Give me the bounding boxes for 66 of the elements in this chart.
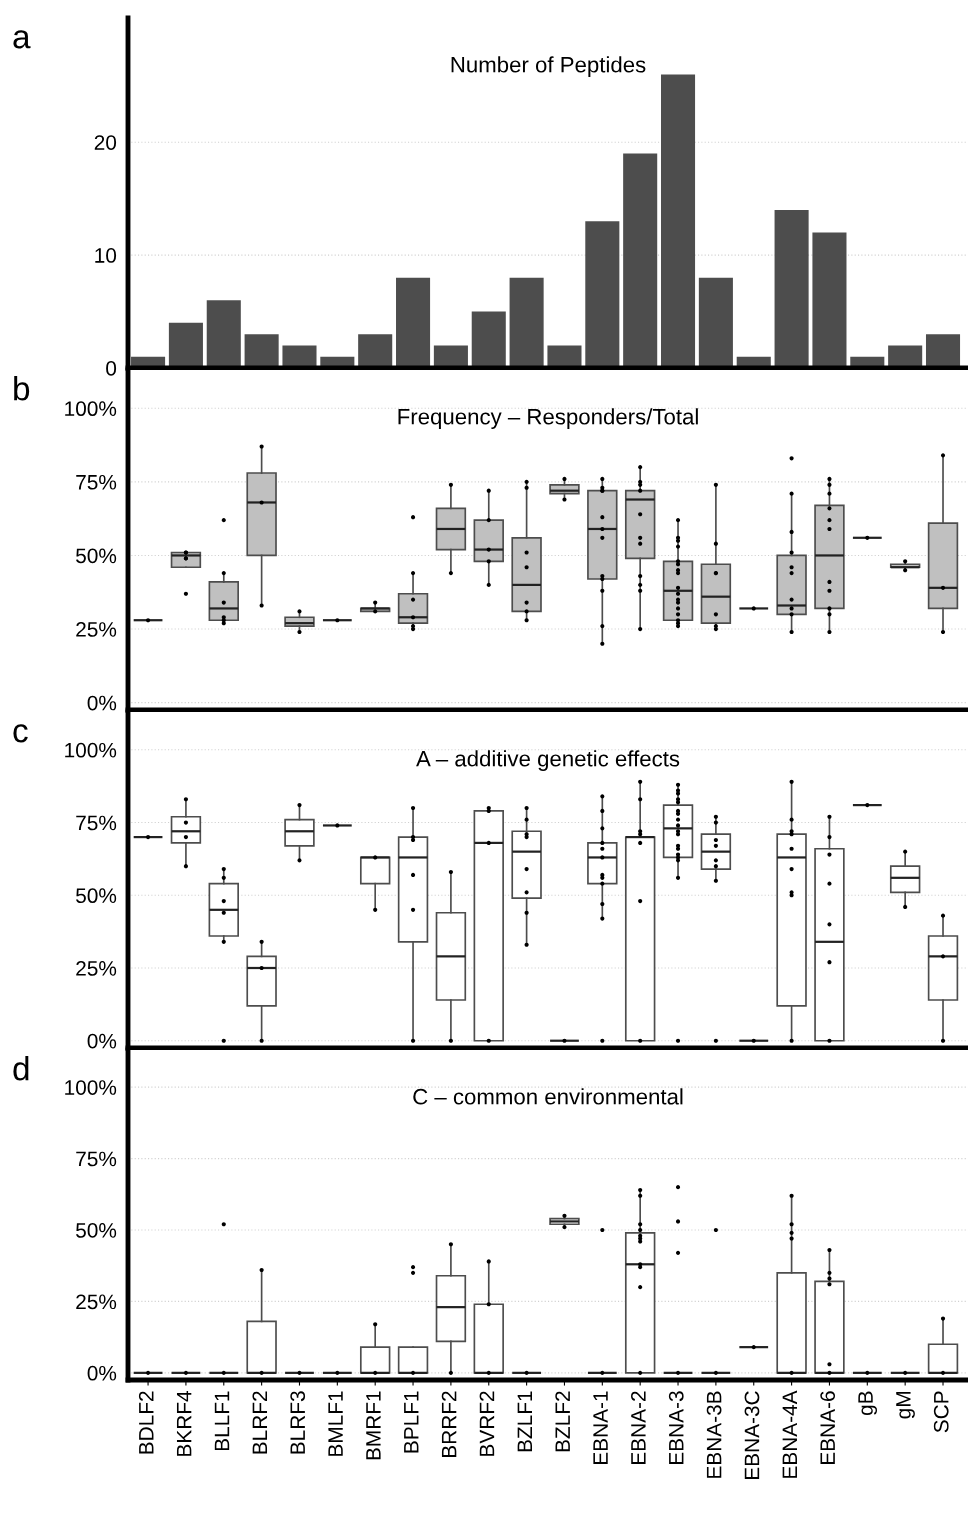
text: Number of Peptides (451, 56, 646, 77)
y-tick-label: 0% (87, 695, 117, 711)
y-tick-label: 20 (94, 135, 117, 150)
x-tick-label: SCP (933, 1391, 949, 1433)
y-tick-label: 0 (106, 361, 117, 376)
y-tick-label: 100% (65, 742, 117, 758)
y-tick-label: 10 (95, 248, 117, 263)
y-tick-label: 25% (76, 1294, 117, 1310)
text: c (13, 724, 28, 743)
x-tick-label: BVRF2 (479, 1391, 495, 1456)
x-tick-label: BKRF4 (176, 1391, 192, 1456)
bar (282, 345, 317, 368)
y-tick-label: 100% (65, 1080, 117, 1095)
x-tick-label: gM (896, 1392, 915, 1419)
bar (471, 311, 506, 368)
bar (433, 345, 468, 368)
x-tick-label: EBNA-1 (593, 1391, 608, 1464)
bar (585, 221, 620, 368)
text: d (13, 1056, 29, 1081)
bar (244, 334, 279, 368)
y-tick-label: 75% (76, 1151, 117, 1167)
x-tick-label: BDLF2 (138, 1391, 154, 1454)
bar (396, 277, 431, 368)
x-tick-label: EBNA-6 (820, 1391, 836, 1464)
bar (623, 153, 658, 368)
y-tick-label: 25% (76, 622, 117, 637)
bar (661, 74, 696, 368)
bar (547, 345, 582, 368)
x-tick-label: BMLF1 (328, 1391, 343, 1456)
x-tick-label: BRRF2 (441, 1391, 457, 1458)
x-tick-label: BZLF1 (517, 1391, 532, 1452)
x-tick-label: gB (858, 1391, 878, 1416)
text: b (14, 376, 30, 401)
y-tick-label: 50% (76, 1223, 117, 1238)
x-tick-label: BLRF2 (252, 1391, 268, 1454)
y-tick-label: 50% (76, 548, 117, 564)
y-tick-label: 25% (76, 961, 117, 976)
y-tick-label: 50% (76, 888, 117, 904)
y-tick-label: 0% (87, 1365, 117, 1381)
x-tick-label: BLLF1 (214, 1391, 230, 1451)
bar (509, 277, 544, 368)
y-tick-label: 100% (65, 401, 117, 417)
text: Frequency – Responders/Total (398, 408, 698, 429)
text: a (13, 30, 31, 49)
bar (925, 334, 961, 368)
x-tick-label: EBNA-3C (744, 1391, 760, 1480)
bar (812, 232, 847, 368)
bar (888, 345, 923, 368)
bar (206, 300, 241, 368)
bar (168, 322, 203, 368)
x-tick-label: EBNA-3 (668, 1391, 684, 1464)
x-tick-label: BPLF1 (404, 1391, 419, 1453)
x-tick-label: EBNA-4A (782, 1390, 797, 1478)
y-tick-label: 0% (87, 1033, 117, 1049)
text: A – additive genetic effects (416, 750, 680, 771)
y-tick-label: 75% (76, 474, 117, 490)
x-tick-label: BZLF2 (555, 1391, 570, 1452)
x-tick-label: EBNA-2 (631, 1391, 646, 1464)
x-tick-label: EBNA-3B (706, 1391, 722, 1478)
bar (698, 277, 733, 368)
x-tick-label: BMRF1 (366, 1391, 381, 1460)
bar (774, 209, 809, 368)
bar (358, 334, 393, 368)
y-tick-label: 75% (76, 815, 117, 831)
x-tick-label: BLRF3 (290, 1391, 306, 1454)
text: C – common environmental (413, 1088, 683, 1105)
